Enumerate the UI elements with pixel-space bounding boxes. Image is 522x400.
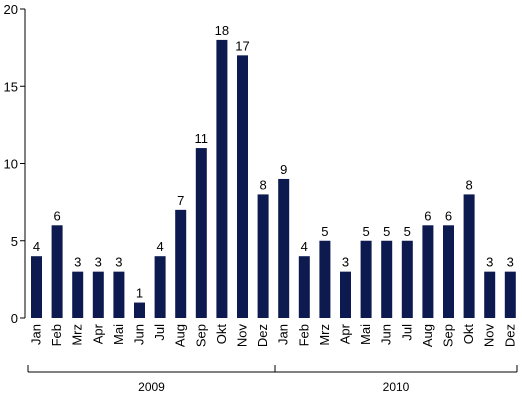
bar-value-label: 18 <box>215 23 229 38</box>
x-tick-label: Jun <box>132 324 147 345</box>
x-tick-labels: Jan Feb Mrz Apr Mai Jun Jul Aug Sep Okt Nov Dez Jan F… <box>29 323 518 347</box>
bar-value-label: 8 <box>259 177 266 192</box>
bar <box>72 271 84 318</box>
x-tick-label: Nov <box>235 324 250 348</box>
bar-value-label: 5 <box>404 224 411 239</box>
bar-value-label: 3 <box>342 255 349 270</box>
bar-value-label: 5 <box>321 224 328 239</box>
x-tick-label: Jan <box>29 324 44 345</box>
bar-value-label: 4 <box>33 239 40 254</box>
year-group-label: 2009 <box>138 380 165 394</box>
bar <box>504 271 516 318</box>
x-tick-label: Aug <box>420 324 435 347</box>
x-tick-label: Feb <box>296 324 311 346</box>
bar-value-label: 1 <box>136 286 143 301</box>
y-tick-label: 15 <box>4 79 18 94</box>
bar-value-label: 17 <box>235 38 249 53</box>
bar-value-label: 5 <box>383 224 390 239</box>
bar <box>319 240 331 318</box>
year-groups: 2009 2010 <box>27 365 518 394</box>
bars <box>31 39 516 319</box>
bar <box>195 148 207 318</box>
x-tick-label: Okt <box>214 324 229 345</box>
bar-value-label: 3 <box>74 255 81 270</box>
bar-value-label: 6 <box>445 208 452 223</box>
bar <box>237 55 248 318</box>
x-tick-label: Mai <box>111 324 126 345</box>
x-tick-label: Jan <box>276 324 291 345</box>
x-tick-label: Jul <box>399 324 414 341</box>
bar <box>401 240 413 318</box>
x-tick-label: Apr <box>90 323 105 344</box>
x-tick-label: Okt <box>461 324 476 345</box>
bar-value-label: 3 <box>95 255 102 270</box>
bar-value-label: 11 <box>195 131 209 146</box>
bar-value-label: 3 <box>115 255 122 270</box>
bar <box>463 194 475 318</box>
bar <box>422 225 434 318</box>
x-tick-label: Aug <box>173 324 188 347</box>
bar-value-label: 4 <box>156 239 163 254</box>
bar <box>484 271 496 318</box>
bar <box>92 271 104 318</box>
bar-value-label: 9 <box>280 162 287 177</box>
bar <box>381 240 393 318</box>
x-tick-label: Mrz <box>317 324 332 346</box>
bar-value-label: 8 <box>465 177 472 192</box>
bar-value-label: 3 <box>507 255 514 270</box>
bar <box>360 240 372 318</box>
bar <box>443 225 454 318</box>
bar-value-label: 6 <box>53 208 60 223</box>
y-tick-label: 10 <box>4 157 18 172</box>
bar <box>298 256 310 318</box>
x-tick-label: Mai <box>358 324 373 345</box>
x-tick-label: Sep <box>441 324 456 347</box>
y-tick-label: 0 <box>11 311 18 326</box>
bar <box>278 178 290 318</box>
bar <box>113 271 125 318</box>
axes: 0 5 10 15 20 <box>4 2 26 326</box>
bar <box>257 194 269 318</box>
bar <box>134 302 145 318</box>
bar-value-label: 4 <box>301 239 308 254</box>
x-tick-label: Dez <box>502 324 517 347</box>
bar-value-label: 6 <box>424 208 431 223</box>
x-tick-label: Mrz <box>70 324 85 346</box>
x-tick-label: Nov <box>482 324 497 348</box>
x-tick-label: Jun <box>379 324 394 345</box>
x-tick-label: Feb <box>49 324 64 346</box>
x-tick-label: Jul <box>152 324 167 341</box>
bar <box>154 256 166 318</box>
bar-value-label: 3 <box>486 255 493 270</box>
y-tick-label: 5 <box>11 234 18 249</box>
year-group-label: 2010 <box>383 380 410 394</box>
bar <box>216 39 228 319</box>
x-tick-label: Apr <box>338 323 353 344</box>
x-tick-label: Sep <box>193 324 208 347</box>
y-tick-label: 20 <box>4 2 18 17</box>
bar-value-label: 5 <box>362 224 369 239</box>
bar <box>51 225 63 318</box>
x-tick-label: Dez <box>255 324 270 347</box>
bar <box>340 271 351 318</box>
bar <box>175 209 187 318</box>
bar <box>31 256 42 318</box>
bar-value-label: 7 <box>177 193 184 208</box>
